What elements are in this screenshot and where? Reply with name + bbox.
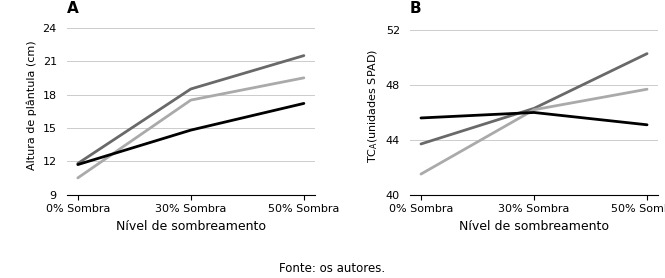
Y-axis label: Altura de plântula (cm): Altura de plântula (cm): [27, 41, 37, 170]
X-axis label: Nível de sombreamento: Nível de sombreamento: [116, 220, 266, 233]
X-axis label: Nível de sombreamento: Nível de sombreamento: [459, 220, 609, 233]
Text: A: A: [66, 1, 78, 16]
Text: B: B: [410, 1, 422, 16]
Text: Fonte: os autores.: Fonte: os autores.: [279, 262, 386, 275]
Y-axis label: TC$_\mathregular{A}$(unidades SPAD): TC$_\mathregular{A}$(unidades SPAD): [366, 48, 380, 163]
